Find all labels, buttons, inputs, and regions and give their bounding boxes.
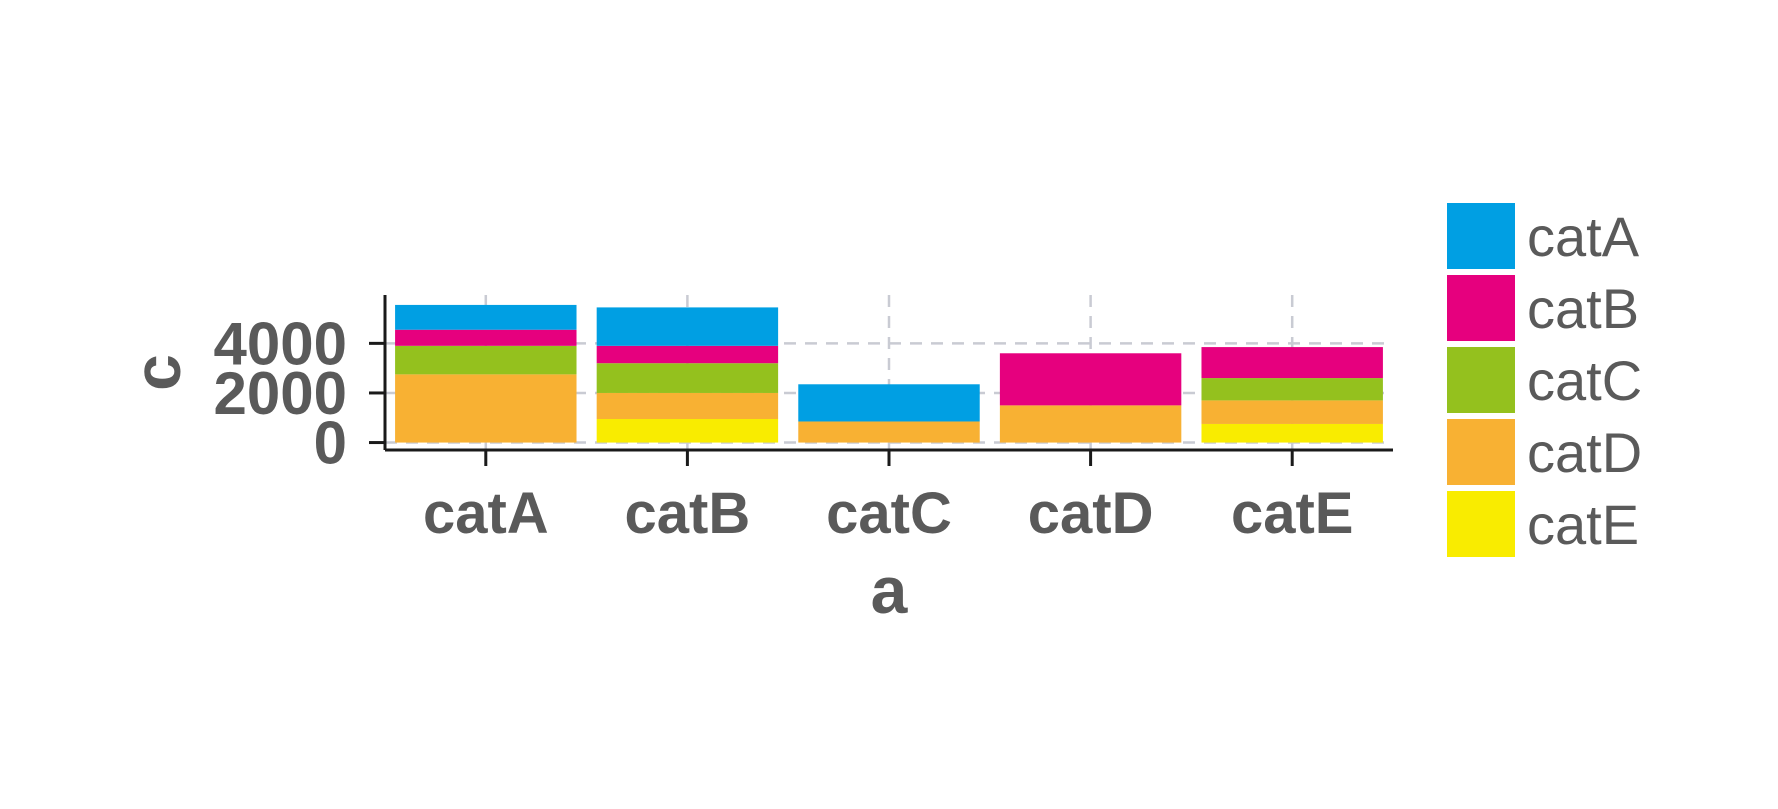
legend-key <box>1447 275 1515 341</box>
legend-key <box>1447 347 1515 413</box>
bar-segment <box>596 307 779 346</box>
bar-segment <box>395 345 577 375</box>
legend-key <box>1447 491 1515 557</box>
x-tick-label: catA <box>423 481 549 546</box>
legend-label: catE <box>1527 493 1639 556</box>
y-tick-label: 0 <box>314 410 347 477</box>
y-tick-label: 4000 <box>214 310 347 377</box>
legend: catA catB catC catD catE <box>1447 203 1642 557</box>
x-tick-label: catB <box>625 481 751 546</box>
bar-segment <box>395 329 577 346</box>
bar-segment <box>395 374 577 443</box>
bar-segment <box>999 353 1182 406</box>
bar-segment <box>596 392 779 419</box>
y-tick-label: 2000 <box>214 360 347 427</box>
x-axis-title: a <box>871 553 909 627</box>
bars <box>395 304 1383 443</box>
bar-segment <box>798 384 980 422</box>
y-axis-title: c <box>120 354 194 391</box>
bar-segment <box>1201 378 1383 401</box>
bar-segment <box>395 304 577 330</box>
legend-label: catB <box>1527 277 1639 340</box>
legend-key <box>1447 203 1515 269</box>
x-tick-label: catE <box>1231 481 1354 546</box>
legend-label: catA <box>1527 205 1640 268</box>
bar-segment <box>1201 400 1383 424</box>
bar-segment <box>596 419 779 443</box>
bar-segment <box>798 421 980 443</box>
legend-key <box>1447 419 1515 485</box>
legend-label: catC <box>1527 349 1642 412</box>
axes <box>369 295 1393 466</box>
bar-segment <box>999 405 1182 443</box>
bar-segment <box>1201 347 1383 379</box>
x-tick-label: catD <box>1028 481 1154 546</box>
x-tick-label: catC <box>826 481 952 546</box>
bar-segment <box>1201 423 1383 443</box>
bar-segment <box>596 363 779 393</box>
legend-label: catD <box>1527 421 1642 484</box>
bar-segment <box>596 345 779 364</box>
